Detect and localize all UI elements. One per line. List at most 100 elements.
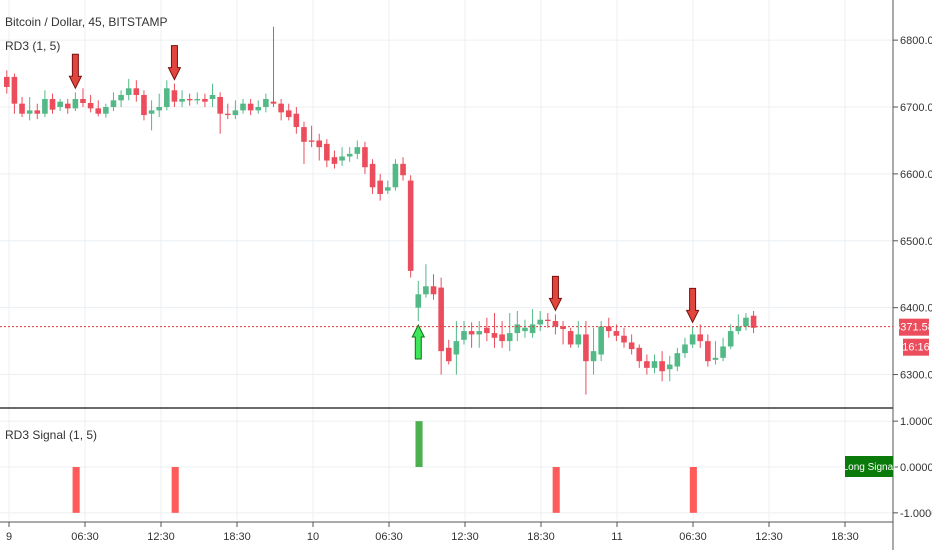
candle-body [705, 341, 711, 362]
candle-body [560, 326, 566, 330]
symbol-title[interactable]: Bitcoin / Dollar, 45, BITSTAMP [5, 15, 168, 29]
candle-body [186, 98, 193, 101]
candle-body [674, 353, 681, 367]
candle-body [682, 344, 688, 354]
long-signal-badge-text: Long Signal [843, 462, 896, 473]
candle-body [400, 163, 406, 176]
candle-body [430, 286, 437, 295]
candle-body [484, 327, 490, 334]
candle-body [4, 76, 10, 87]
signal-arrows [68, 45, 700, 360]
candle-body [720, 346, 726, 358]
candle-body [255, 107, 262, 111]
short-signal-arrow [685, 287, 700, 324]
candle-body [26, 110, 33, 114]
candle-body [423, 286, 429, 295]
candle-body [567, 331, 574, 345]
candle-body [110, 100, 117, 108]
candle-body [750, 315, 757, 328]
candle-body [217, 96, 223, 114]
time-tick-label: 10 [307, 531, 319, 543]
candle-body [590, 351, 597, 362]
candle-body [57, 101, 63, 108]
candle-body [118, 94, 124, 101]
candle-body [438, 287, 444, 352]
short-signal-arrow [548, 275, 563, 312]
time-axis[interactable]: 9 06:30 12:30 18:30 10 06:30 12:30 18:30 11 06:30… [6, 522, 859, 543]
candle-body [148, 110, 155, 114]
candle-body [270, 101, 277, 104]
candle-body [346, 153, 353, 157]
short-signal-arrow [68, 53, 83, 90]
price-tick-label: 6500.00 [900, 236, 932, 248]
candle-body [19, 103, 25, 114]
price-tick-label: 6700.00 [900, 102, 932, 114]
candle-body [247, 103, 254, 111]
candle-body [293, 113, 300, 128]
short-signal-bar [171, 467, 179, 513]
candle-body [613, 331, 620, 336]
candle-body [354, 147, 361, 154]
candle-body [34, 110, 41, 114]
signal-tick-label: 0.0000 [900, 462, 932, 474]
candle-body [95, 108, 102, 114]
candle-body [64, 103, 71, 109]
signal-axis[interactable]: 1.0000 0.0000 -1.0000 [893, 416, 932, 520]
candle-body [179, 98, 185, 102]
price-tick-label: 6600.00 [900, 169, 932, 181]
candle-body [468, 331, 475, 335]
candle-body [331, 157, 338, 164]
candle-body [141, 94, 147, 116]
candle-body [545, 319, 551, 322]
candle-body [392, 163, 399, 188]
signal-tick-label: 1.0000 [900, 416, 932, 428]
candle-body [575, 334, 582, 345]
time-tick-label: 9 [6, 531, 12, 543]
candle-body [209, 94, 216, 99]
price-axis[interactable]: 6800.00 6700.00 6600.00 6500.00 6400.00 6300.… [893, 35, 932, 382]
candle-body [476, 331, 483, 335]
candle-body [164, 88, 170, 108]
candle-body [605, 326, 612, 332]
candle-body [598, 326, 604, 355]
candle-body [240, 103, 246, 111]
time-tick-label: 18:30 [527, 531, 555, 543]
candle-body [514, 324, 521, 334]
candle-body [11, 76, 18, 104]
sub-indicator-label[interactable]: RD3 Signal (1, 5) [5, 428, 97, 442]
candle-body [659, 361, 665, 372]
time-tick-label: 18:30 [831, 531, 859, 543]
candle-body [202, 98, 208, 102]
candle-body [80, 98, 86, 104]
candle-body [644, 361, 650, 368]
time-tick-label: 06:30 [71, 531, 99, 543]
candle-body [72, 98, 79, 109]
candle-body [324, 143, 330, 161]
candle-body [42, 98, 48, 114]
candle-body [445, 347, 452, 362]
signal-bars [72, 421, 697, 513]
candle-body [301, 127, 307, 142]
candle-body [362, 147, 368, 168]
signal-tick-label: -1.0000 [900, 508, 932, 520]
candle-body [194, 98, 201, 101]
candle-body [583, 334, 589, 362]
main-indicator-label[interactable]: RD3 (1, 5) [5, 39, 60, 53]
candle-body [743, 317, 749, 327]
time-tick-label: 11 [611, 531, 622, 543]
candle-body [263, 98, 269, 108]
candle-body [522, 327, 528, 332]
time-tick-label: 12:30 [147, 531, 175, 543]
candle-body [87, 103, 94, 109]
long-signal-arrow [411, 323, 426, 360]
candle-series [4, 26, 757, 395]
last-price-text: 6371.58 [894, 322, 932, 334]
candle-body [712, 357, 719, 360]
time-tick-label: 12:30 [451, 531, 479, 543]
candle-body [385, 187, 391, 191]
candle-body [407, 180, 414, 271]
time-tick-label: 06:30 [375, 531, 403, 543]
candle-body [224, 113, 231, 116]
